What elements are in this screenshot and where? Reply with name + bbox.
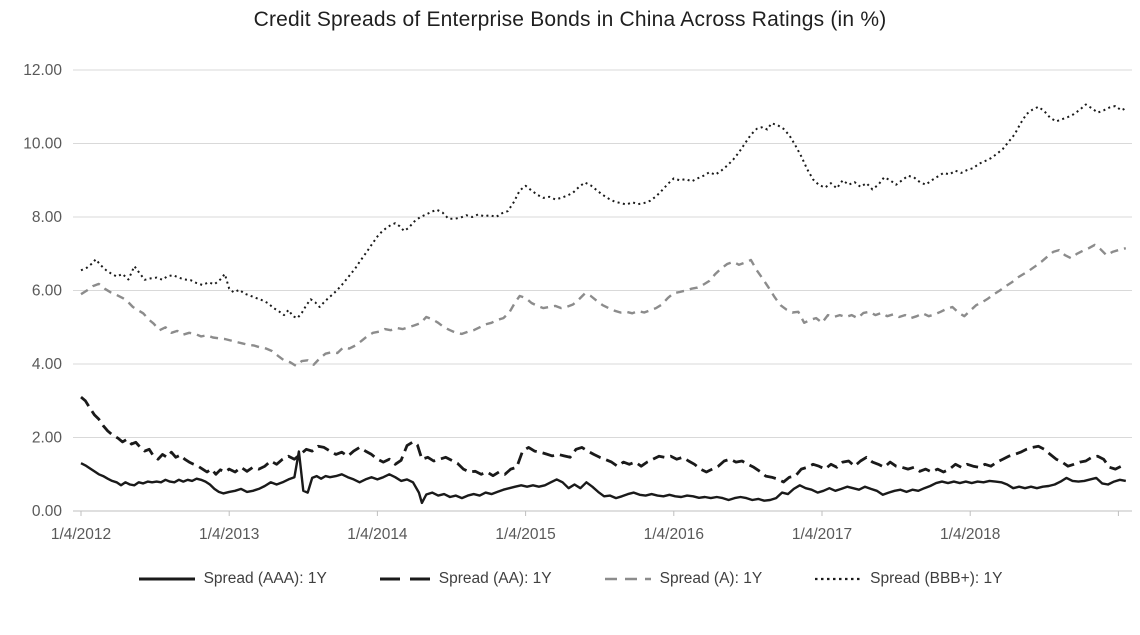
chart-plot: 0.00 2.00 4.00 6.00 8.00 10.00 12.00 1/4/2012 1/… [23,62,1132,543]
x-tick-label: 1/4/2017 [792,526,852,543]
y-tick-label: 4.00 [32,356,63,373]
series-line-spread-aa [80,396,1127,484]
y-tick-label: 10.00 [23,136,62,153]
legend-label-spread-aaa: Spread (AAA): 1Y [203,570,327,587]
y-tick-label: 6.00 [32,283,63,300]
x-tick-label: 1/4/2012 [51,526,111,543]
legend-swatch-solid-line-icon [138,577,195,581]
legend-swatch-dotted-line-icon [815,577,862,581]
x-tick-label: 1/4/2013 [199,526,259,543]
legend-item-spread-aa: Spread (AA): 1Y [379,570,552,588]
legend-item-spread-a: Spread (A): 1Y [604,570,763,588]
legend-label-spread-aa: Spread (AA): 1Y [438,570,552,587]
legend-label-spread-a: Spread (A): 1Y [659,570,763,587]
legend-item-spread-bbb-plus: Spread (BBB+): 1Y [814,570,1002,588]
y-tick-label: 12.00 [23,62,62,79]
x-tick-label: 1/4/2015 [495,526,555,543]
legend-item-spread-aaa: Spread (AAA): 1Y [138,570,327,588]
x-tick-label: 1/4/2016 [644,526,704,543]
legend-label-spread-bbb-plus: Spread (BBB+): 1Y [870,570,1003,587]
series-line-spread-bbb-plus [80,103,1127,320]
series-line-spread-a [80,243,1127,367]
x-tick-label: 1/4/2018 [940,526,1000,543]
y-tick-label: 8.00 [32,209,63,226]
chart-title: Credit Spreads of Enterprise Bonds in Ch… [253,8,887,31]
y-tick-label: 2.00 [32,430,63,447]
y-tick-label: 0.00 [32,503,63,520]
x-tick-label: 1/4/2014 [347,526,408,543]
series-line-spread-aaa [80,450,1127,505]
chart-legend: Spread (AAA): 1Y Spread (AA): 1Y Spread … [0,570,1140,588]
legend-swatch-dash-line-icon [604,577,651,581]
legend-swatch-long-dash-line-icon [379,577,430,581]
